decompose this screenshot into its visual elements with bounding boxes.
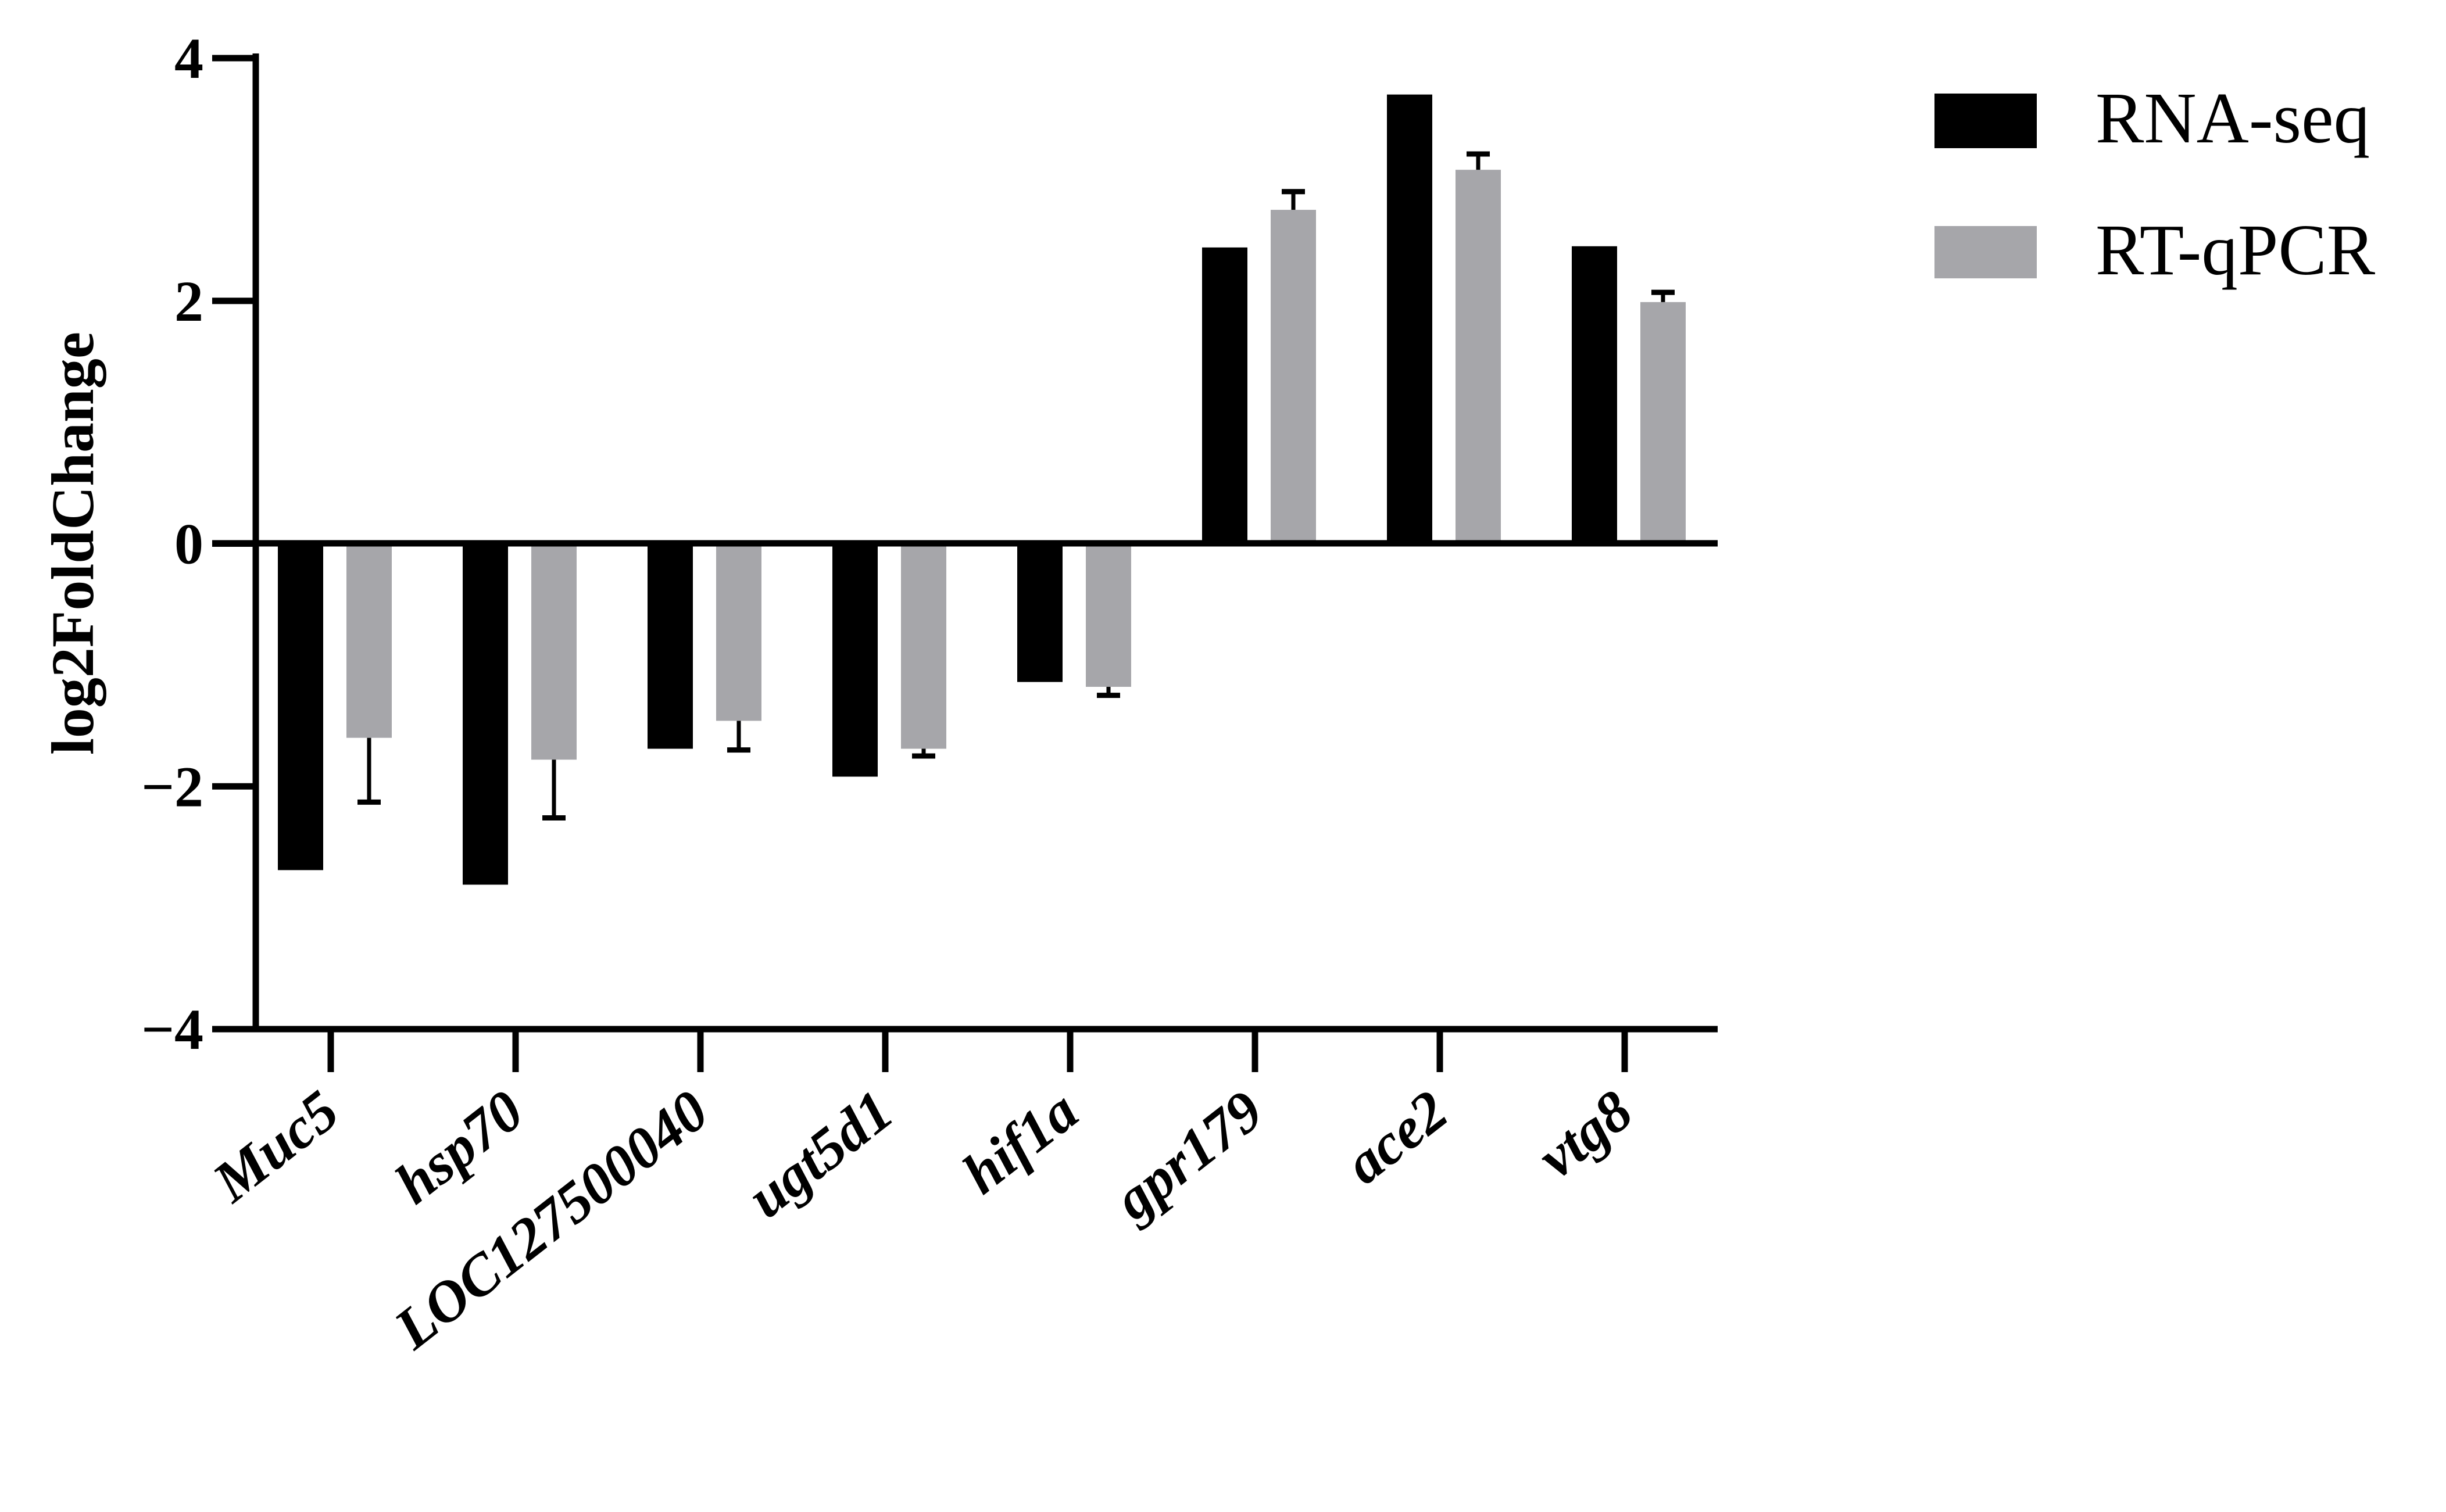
bar-rt-qpcr-hif1a: [1086, 543, 1131, 687]
y-tick-label: −4: [141, 997, 203, 1062]
bar-rna-seq-vtg8: [1572, 246, 1617, 544]
bar-rt-qpcr-ace2: [1456, 170, 1501, 544]
legend-label-rt-qpcr: RT-qPCR: [2095, 210, 2376, 291]
bar-rna-seq-loc127500040: [648, 543, 693, 749]
x-tick-label-ugt5d1: ugt5d1: [735, 1078, 905, 1230]
x-tick-label-vtg8: vtg8: [1526, 1078, 1644, 1190]
bar-rt-qpcr-ugt5d1: [901, 543, 946, 749]
legend-label-rna-seq: RNA-seq: [2095, 78, 2370, 159]
bar-rna-seq-hif1a: [1017, 543, 1063, 682]
y-axis-label: log2FoldChange: [40, 332, 106, 755]
bar-rt-qpcr-vtg8: [1640, 302, 1686, 544]
bar-rna-seq-muc5: [278, 543, 323, 870]
x-tick-label-ace2: ace2: [1333, 1078, 1459, 1196]
y-tick-label: 0: [174, 512, 203, 576]
x-tick-label-hif1a: hif1a: [950, 1078, 1089, 1206]
bar-rna-seq-hsp70: [463, 543, 508, 885]
y-ticks: 4 2 0 −2 −4: [141, 26, 256, 1062]
bar-rna-seq-gpr179: [1202, 247, 1247, 544]
x-tick-label-loc127500040: LOC127500040: [382, 1078, 720, 1361]
legend-swatch-rt-qpcr: [1934, 226, 2037, 278]
bar-rna-seq-ugt5d1: [832, 543, 878, 777]
y-tick-label: 4: [174, 26, 203, 91]
bar-rna-seq-ace2: [1387, 94, 1432, 544]
bars: [278, 94, 1686, 885]
legend-swatch-rna-seq: [1934, 94, 2037, 148]
bar-rt-qpcr-muc5: [346, 543, 392, 738]
bar-rt-qpcr-loc127500040: [716, 543, 761, 721]
y-tick-label: 2: [174, 269, 203, 334]
legend: RNA-seq RT-qPCR: [1934, 78, 2376, 291]
y-tick-label: −2: [141, 754, 203, 819]
bar-rt-qpcr-hsp70: [531, 543, 577, 760]
x-tick-label-muc5: Muc5: [200, 1078, 350, 1215]
x-tick-label-hsp70: hsp70: [384, 1078, 535, 1216]
bar-rt-qpcr-gpr179: [1271, 210, 1316, 544]
x-tick-label-gpr179: gpr179: [1102, 1078, 1275, 1233]
